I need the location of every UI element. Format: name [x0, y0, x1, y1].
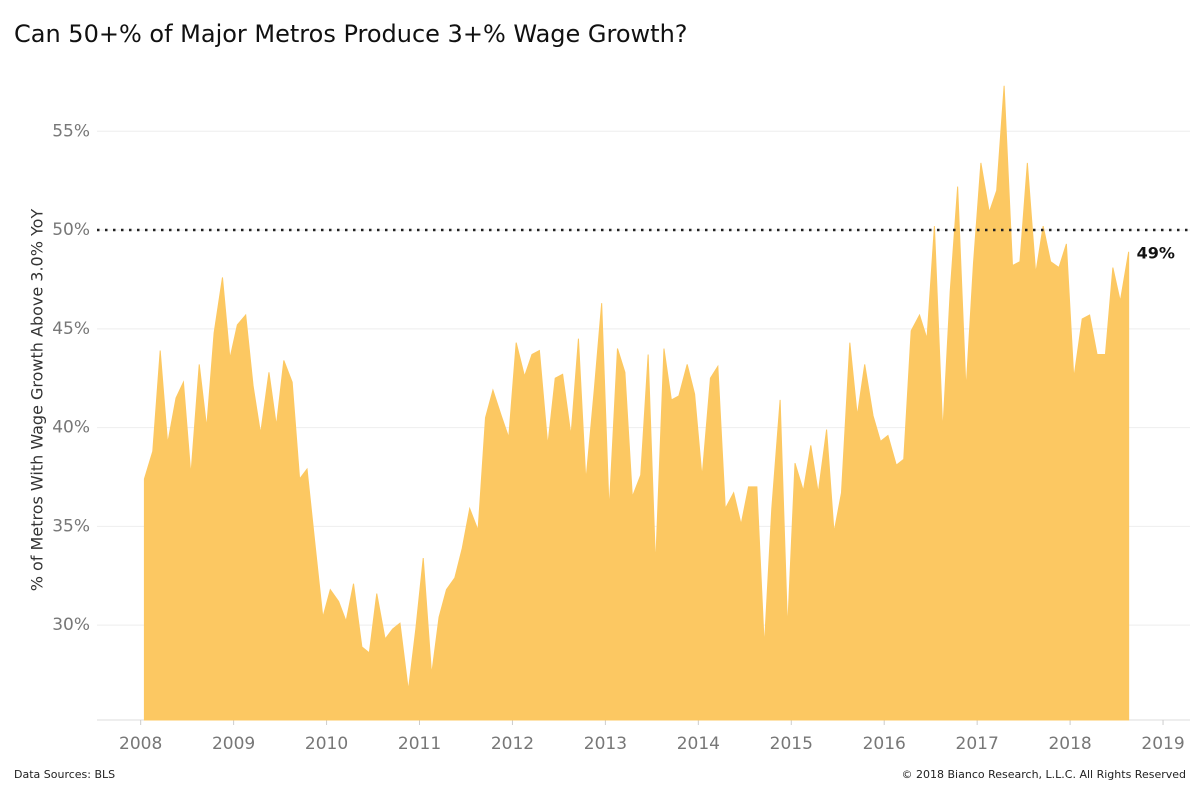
- x-tick-label: 2009: [212, 734, 255, 754]
- area: [143, 85, 1130, 721]
- x-tick-label: 2015: [770, 734, 813, 754]
- source: Data Sources: BLS: [14, 768, 115, 781]
- x-tick-label: 2008: [119, 734, 162, 754]
- x-tick-label: 2018: [1048, 734, 1091, 754]
- x-tick-label: 2010: [305, 734, 348, 754]
- x-tick-label: 2011: [398, 734, 441, 754]
- x-tick-label: 2019: [1141, 734, 1184, 754]
- y-tick-label: 45%: [52, 319, 90, 339]
- y-tick-label: 40%: [52, 418, 90, 438]
- y-tick-label: 35%: [52, 516, 90, 536]
- chart-title: Can 50+% of Major Metros Produce 3+% Wag…: [14, 20, 688, 48]
- end-label: 49%: [1137, 243, 1175, 262]
- x-tick-label: 2016: [863, 734, 906, 754]
- x-tick-label: 2014: [677, 734, 720, 754]
- x-tick-label: 2017: [956, 734, 999, 754]
- x-tick-label: 2013: [584, 734, 627, 754]
- y-tick-label: 55%: [52, 121, 90, 141]
- x-tick-label: 2012: [491, 734, 534, 754]
- y-tick-label: 50%: [52, 220, 90, 240]
- y-tick-label: 30%: [52, 615, 90, 635]
- y-axis-label: % of Metros With Wage Growth Above 3.0% …: [28, 209, 47, 592]
- copyright: © 2018 Bianco Research, L.L.C. All Right…: [902, 768, 1186, 781]
